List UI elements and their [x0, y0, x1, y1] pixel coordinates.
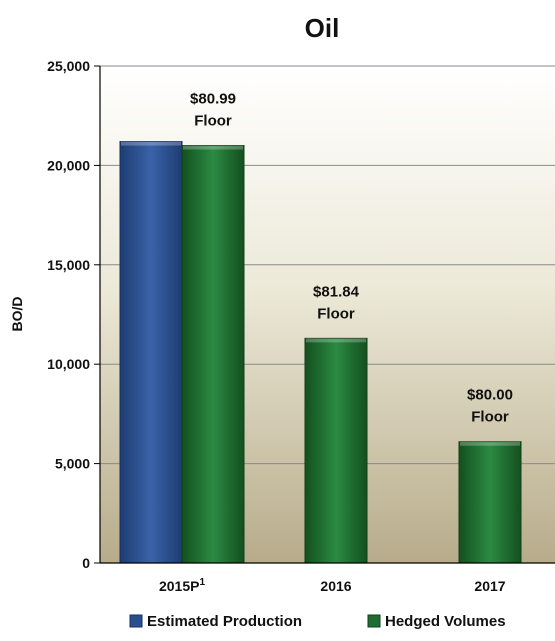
legend: Estimated Production Hedged Volumes — [129, 613, 506, 630]
price-annotation: $81.84 — [313, 283, 360, 300]
x-tick-label: 2017 — [474, 578, 505, 594]
price-annotation: $80.00 — [467, 387, 513, 404]
bar-estimated-production — [119, 141, 183, 564]
bar-highlight — [460, 441, 520, 446]
y-axis-label: BO/D — [9, 297, 25, 332]
bar-highlight — [121, 141, 181, 146]
y-tick-label: 25,000 — [47, 58, 90, 74]
price-annotation: $80.99 — [190, 91, 236, 108]
legend-label: Hedged Volumes — [385, 613, 506, 630]
legend-swatch — [129, 614, 143, 628]
y-tick-label: 20,000 — [47, 157, 90, 173]
bar-highlight — [306, 338, 366, 343]
bars — [119, 141, 522, 564]
annotations: $80.99 Floor $81.84 Floor $80.00 Floor — [190, 91, 513, 426]
y-tick-label: 0 — [82, 555, 90, 571]
x-tick-label: 2015P1 — [159, 577, 205, 594]
floor-annotation: Floor — [317, 305, 355, 322]
bar-highlight — [183, 145, 243, 150]
floor-annotation: Floor — [471, 409, 509, 426]
bar-hedged-volumes — [304, 337, 368, 564]
axes: 0 5,000 10,000 15,000 20,000 25,000 2015P1 2016… — [47, 58, 555, 594]
y-tick-label: 15,000 — [47, 257, 90, 273]
x-tick-label: 2016 — [320, 578, 351, 594]
chart-title: Oil — [305, 13, 340, 43]
bar-hedged-volumes — [181, 145, 245, 564]
y-tick-label: 5,000 — [55, 456, 90, 472]
legend-swatch — [367, 614, 381, 628]
bar-hedged-volumes — [458, 441, 522, 564]
y-tick-label: 10,000 — [47, 356, 90, 372]
legend-label: Estimated Production — [147, 613, 302, 630]
x-tick-superscript: 1 — [199, 577, 205, 588]
floor-annotation: Floor — [194, 113, 232, 130]
